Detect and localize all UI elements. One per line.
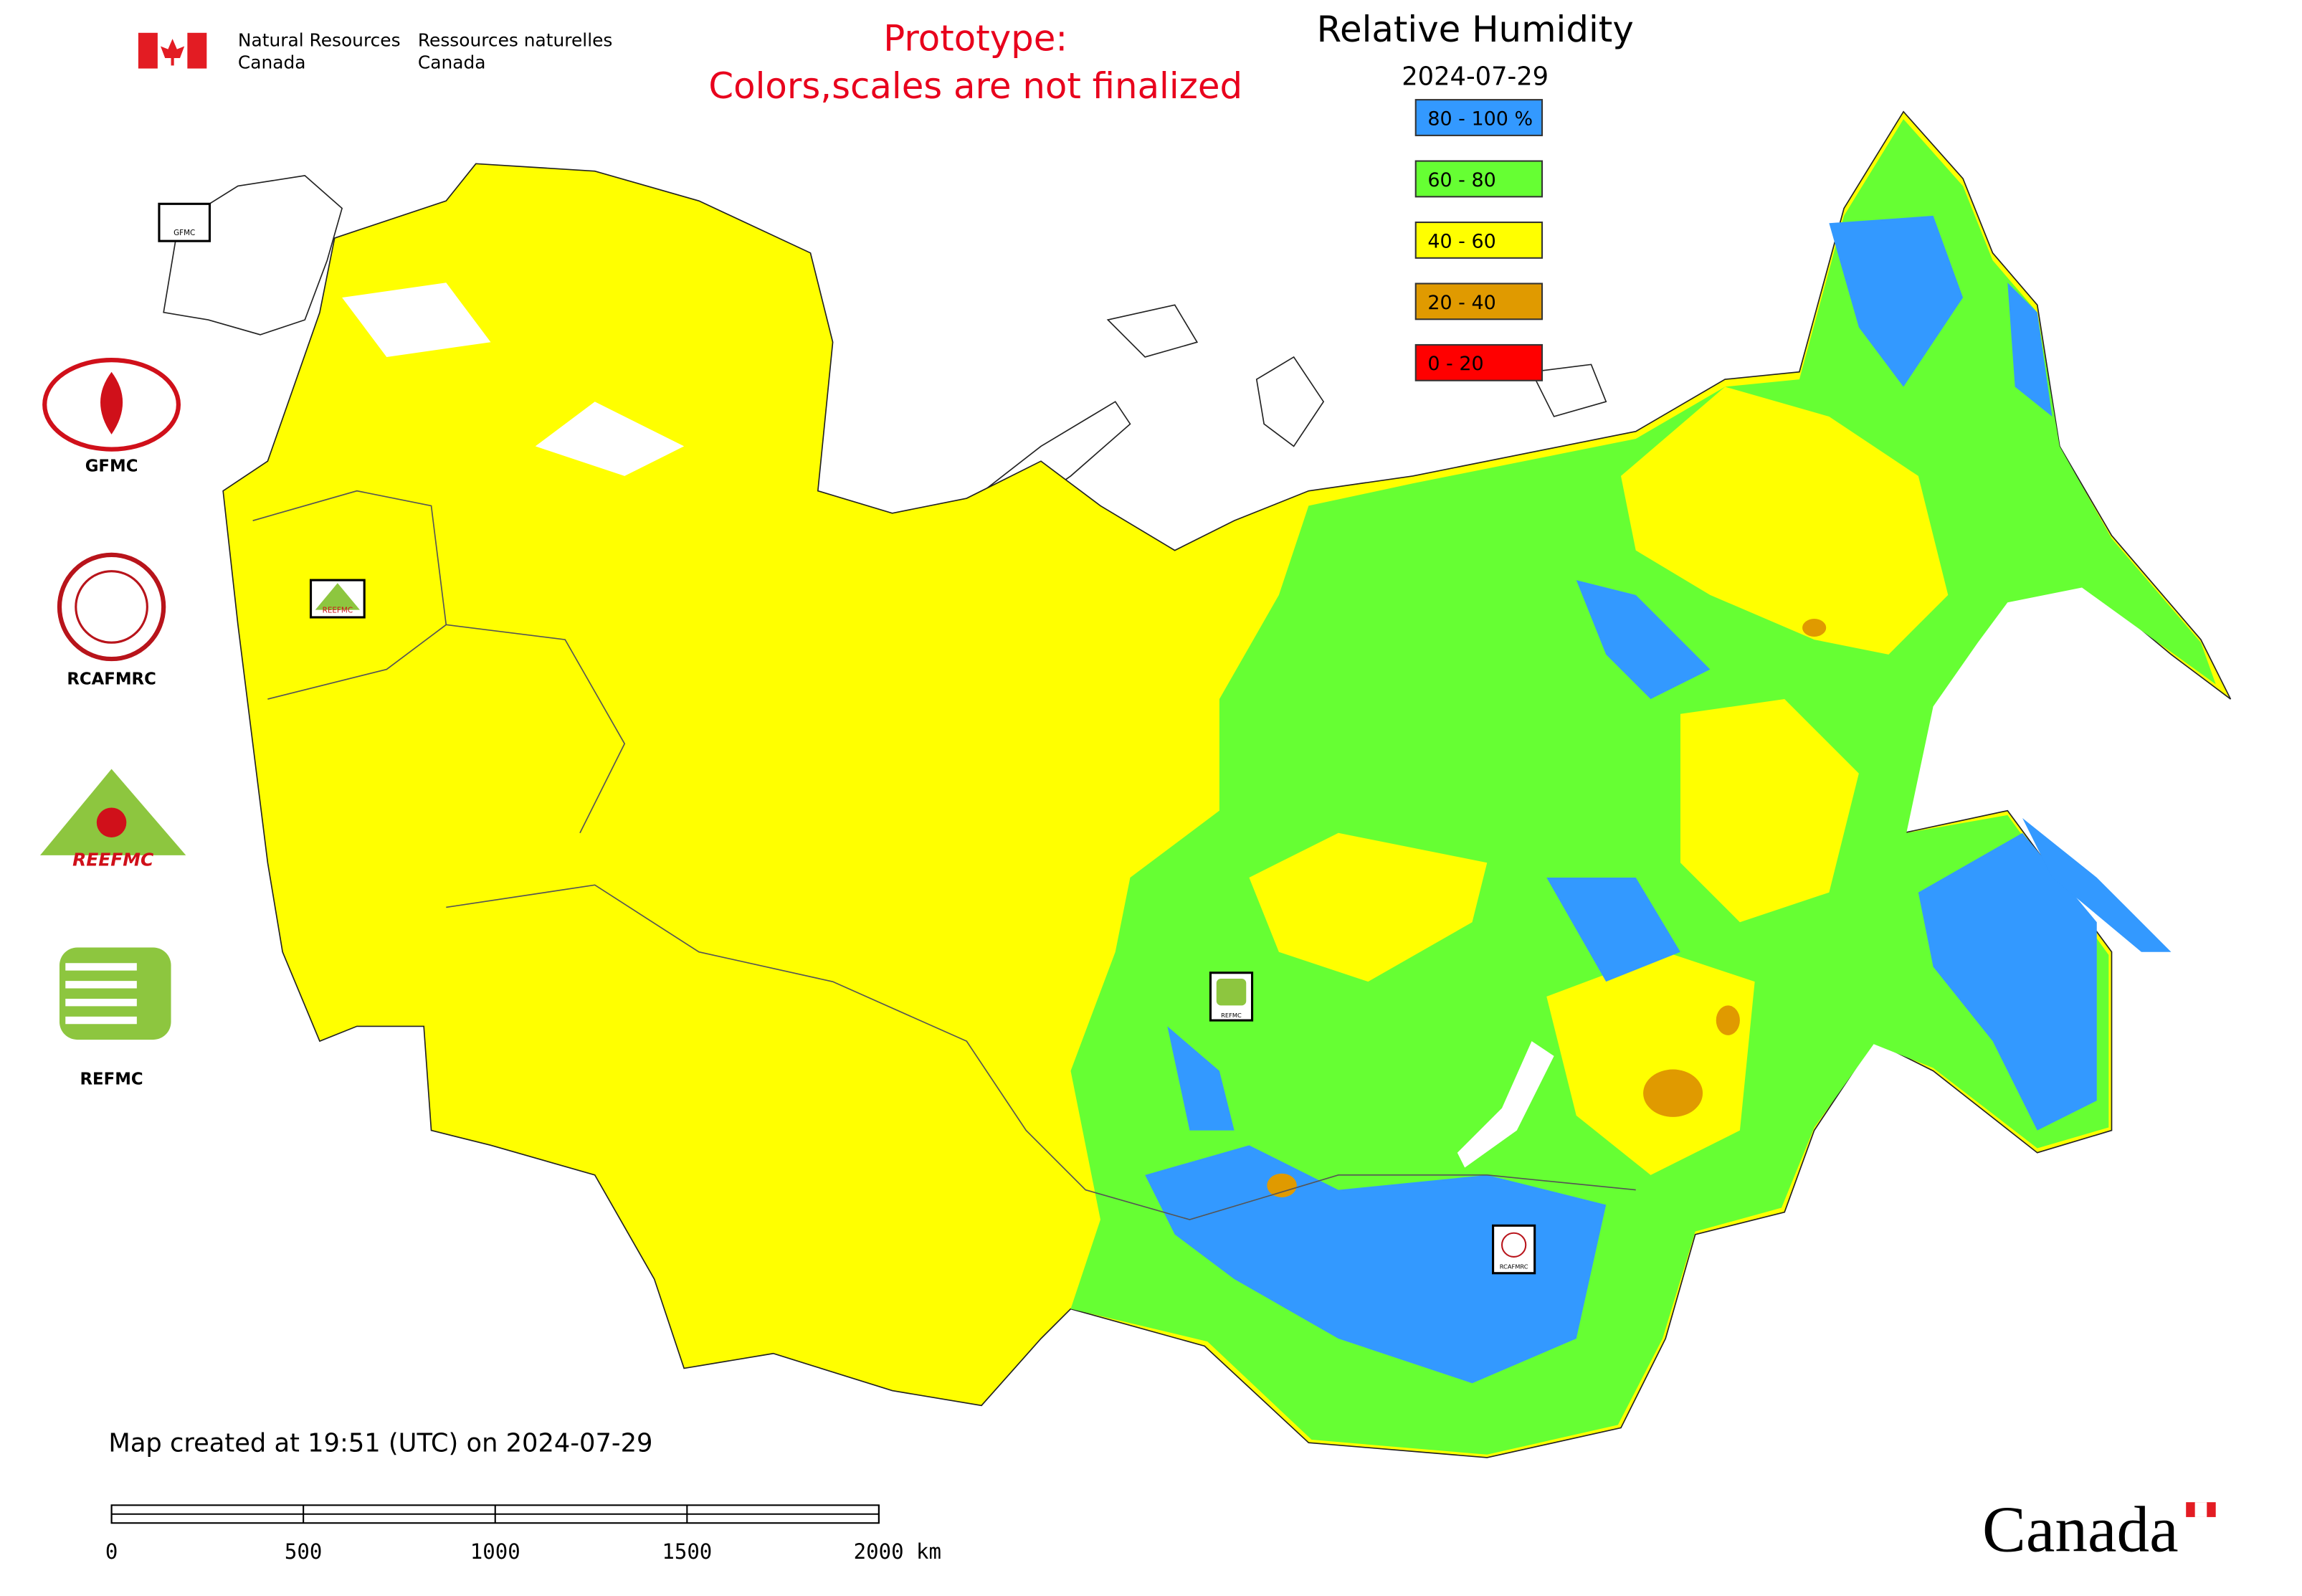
humidity-zone-80-100 (2007, 282, 2053, 417)
humidity-zone-40-60 (1620, 386, 1949, 655)
humidity-zone-40-60 (1546, 951, 1755, 1175)
created-note: Map created at 19:51 (UTC) on 2024-07-29 (108, 1429, 652, 1458)
country-border (446, 884, 1636, 1220)
humidity-zone-80-100 (1918, 832, 2097, 1131)
humidity-zone-80-100 (1829, 215, 1964, 387)
legend-swatch (1414, 282, 1544, 320)
legend-label: 40 - 60 (1427, 230, 1495, 252)
logo-shape (59, 947, 171, 1040)
scale-label: 500 (285, 1539, 322, 1564)
logo-label: REFMC (80, 1070, 143, 1088)
arctic-islands (1106, 304, 1199, 358)
agency-fr: Ressources naturelles (418, 29, 613, 50)
new-siberian-islands (1531, 364, 1607, 417)
humidity-zone-80-100 (2022, 818, 2172, 952)
marker-label: GFMC (173, 229, 195, 237)
scale-label: 1000 (470, 1539, 520, 1564)
legend-swatch (1414, 222, 1544, 259)
logo-label: RCAFMRC (67, 670, 156, 688)
legend-date: 2024-07-29 (1402, 62, 1549, 91)
legend-label: 0 - 20 (1427, 353, 1483, 375)
humidity-zone-80-100 (1546, 877, 1680, 982)
legend-swatch (1414, 99, 1544, 136)
marker-label: REEFMC (323, 607, 353, 615)
logo-refmc: REFMC (59, 947, 171, 1088)
scale-label: 2000 km (854, 1539, 941, 1564)
flag-band (138, 32, 158, 69)
scale-label: 0 (105, 1539, 118, 1564)
logo-stripes (65, 963, 137, 1025)
prototype-notice: Colors,scales are not finalized (708, 65, 1242, 107)
lake-baikal (1457, 1041, 1554, 1168)
humidity-zone-40-60 (1680, 699, 1859, 923)
humidity-zone-20-40 (1267, 1173, 1297, 1197)
lake (342, 282, 491, 357)
marker-icon (1500, 1232, 1527, 1258)
logo-label: GFMC (85, 457, 138, 476)
marker-label: RCAFMRC (1500, 1263, 1528, 1270)
humidity-zone-60-80 (1070, 119, 2216, 1455)
map-marker: REEFMC (309, 579, 366, 619)
humidity-zone-20-40 (1802, 619, 1827, 637)
logo-flame (100, 371, 123, 434)
humidity-zone-80-100 (1576, 580, 1711, 700)
marker-icon (315, 583, 360, 610)
logo-shape (42, 358, 181, 452)
lake (535, 402, 685, 476)
agency-en: Canada (238, 52, 306, 73)
scale-labels: 0 500 1000 1500 2000 km (105, 1505, 941, 1564)
scale-label: 1500 (662, 1539, 712, 1564)
map-marker: GFMC (158, 202, 211, 242)
marker-frame (158, 202, 211, 242)
region-border (252, 490, 447, 700)
severnaya-zemlya (1255, 356, 1325, 447)
logo-shape (75, 570, 148, 644)
scale-bar: 0 500 1000 1500 2000 km (105, 1504, 941, 1564)
logo-label: REEFMC (72, 849, 154, 870)
prototype-notice: Prototype: (883, 18, 1067, 60)
logo-flame (96, 807, 127, 837)
flag-band (187, 32, 207, 69)
region-border (446, 624, 626, 834)
wordmark-flag (2194, 1502, 2207, 1517)
legend-title: Relative Humidity (1317, 9, 1634, 50)
humidity-zone-40-60 (1249, 832, 1488, 982)
marker-label: REFMC (1221, 1012, 1242, 1019)
canada-wordmark: Canada (1982, 1493, 2216, 1566)
gov-header: Natural Resources Canada Ressources natu… (138, 29, 613, 73)
legend-label: 20 - 40 (1427, 292, 1495, 314)
map-marker: REFMC (1209, 972, 1254, 1022)
logo-rcafmrc: RCAFMRC (57, 552, 166, 688)
wordmark: Canada (1982, 1493, 2179, 1566)
maple-leaf (161, 39, 185, 66)
legend: 80 - 100 % 60 - 80 40 - 60 20 - 40 0 - 20 (1414, 99, 1544, 381)
agency-en: Natural Resources (238, 29, 401, 50)
map-marker: RCAFMRC (1492, 1224, 1536, 1275)
legend-swatch (1414, 343, 1544, 381)
logo-reefmc: REEFMC (40, 769, 186, 870)
marker-icon (1216, 979, 1247, 1006)
logo-gfmc: GFMC (42, 358, 181, 476)
humidity-zone-20-40 (1643, 1069, 1703, 1117)
legend-label: 80 - 100 % (1427, 108, 1533, 130)
legend-swatch (1414, 160, 1544, 198)
scandinavia-outline (163, 175, 343, 336)
agency-fr: Canada (418, 52, 486, 73)
humidity-zone-20-40 (1716, 1005, 1740, 1035)
legend-label: 60 - 80 (1427, 169, 1495, 191)
humidity-zone-80-100 (1145, 1145, 1607, 1384)
